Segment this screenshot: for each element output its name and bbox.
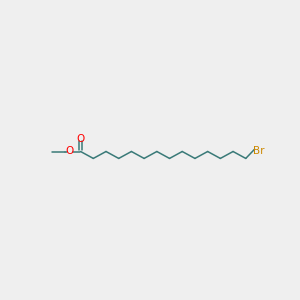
Text: O: O [66, 146, 74, 157]
Text: Br: Br [254, 146, 265, 157]
Text: O: O [76, 134, 85, 144]
